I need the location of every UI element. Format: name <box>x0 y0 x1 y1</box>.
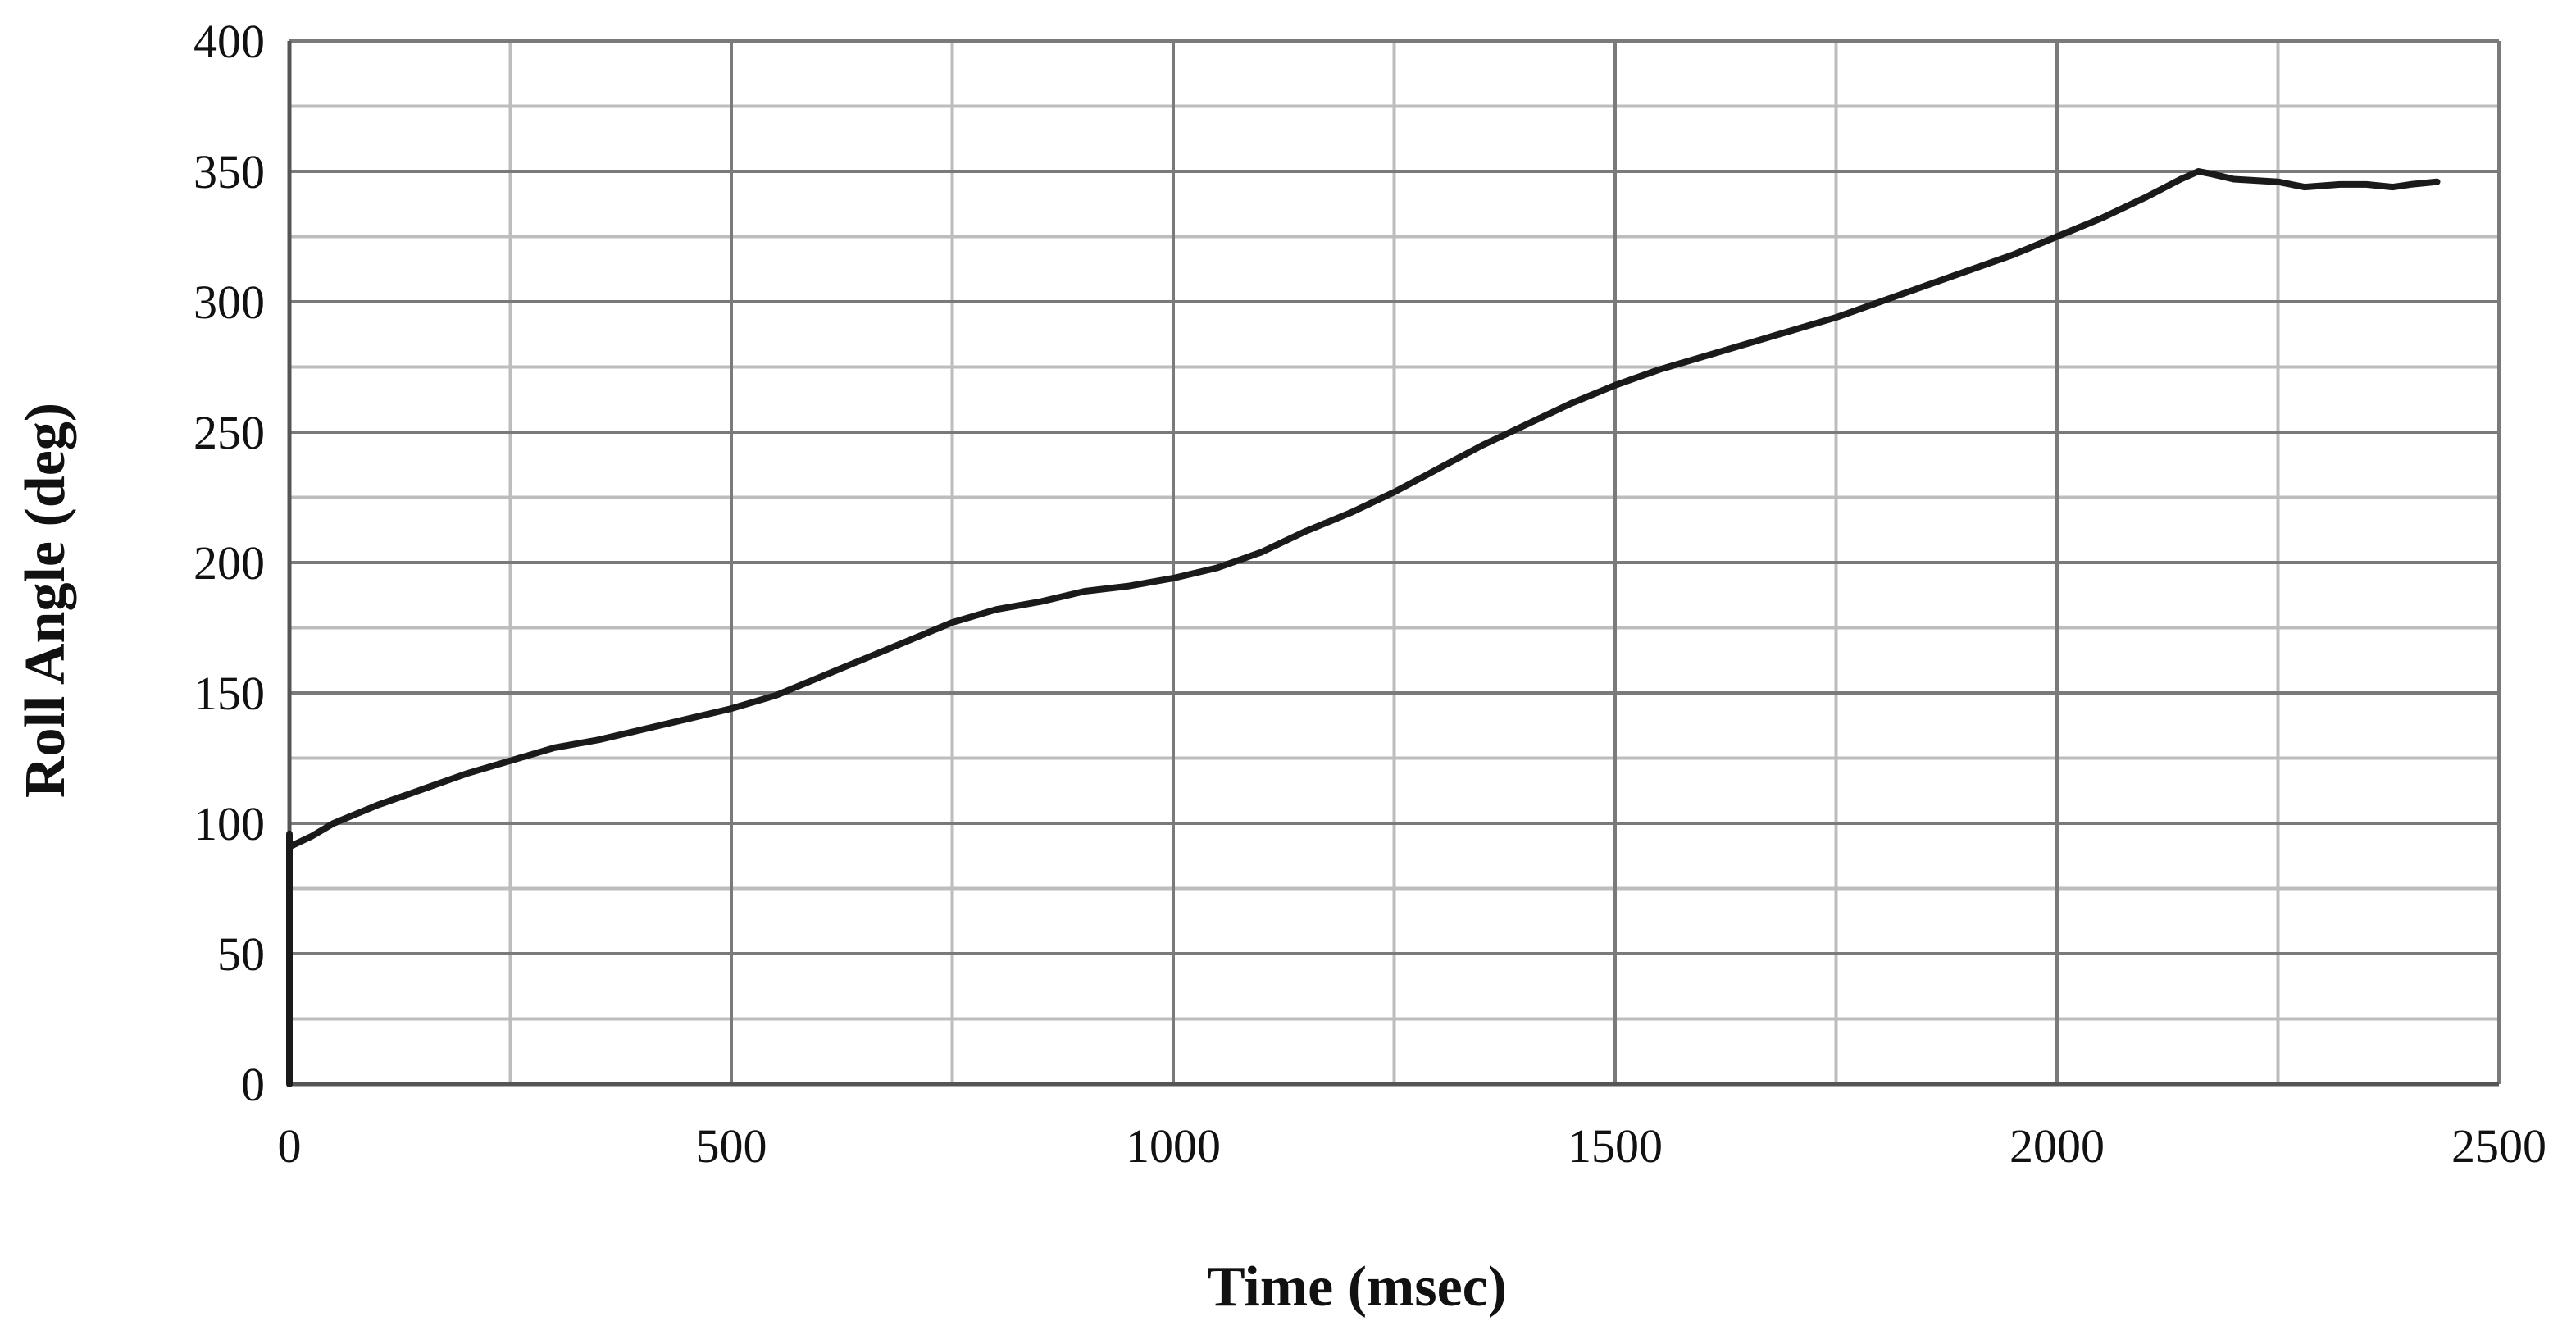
y-tick-label: 0 <box>241 1058 265 1111</box>
x-tick-label: 500 <box>696 1119 767 1173</box>
x-axis-title: Time (msec) <box>1207 1255 1507 1319</box>
y-axis-title: Roll Angle (deg) <box>14 403 77 798</box>
series-layer <box>286 168 2441 1087</box>
y-tick-label: 150 <box>193 667 265 720</box>
y-tick-label: 300 <box>193 276 265 329</box>
y-tick-label: 250 <box>193 406 265 459</box>
roll-angle-series-line <box>286 168 2441 1087</box>
y-tick-label: 50 <box>217 927 265 981</box>
x-tick-labels: 0 500 1000 1500 2000 2500 <box>278 1119 2547 1173</box>
x-tick-label: 0 <box>278 1119 302 1173</box>
x-tick-label: 2500 <box>2451 1119 2546 1173</box>
y-tick-label: 400 <box>193 15 265 68</box>
x-tick-label: 2000 <box>2009 1119 2105 1173</box>
y-tick-label: 200 <box>193 536 265 590</box>
y-tick-label: 350 <box>193 145 265 198</box>
x-tick-label: 1500 <box>1568 1119 1663 1173</box>
y-tick-labels: 0 50 100 150 200 250 300 350 400 <box>193 15 265 1111</box>
y-tick-label: 100 <box>193 797 265 850</box>
x-tick-label: 1000 <box>1126 1119 1221 1173</box>
